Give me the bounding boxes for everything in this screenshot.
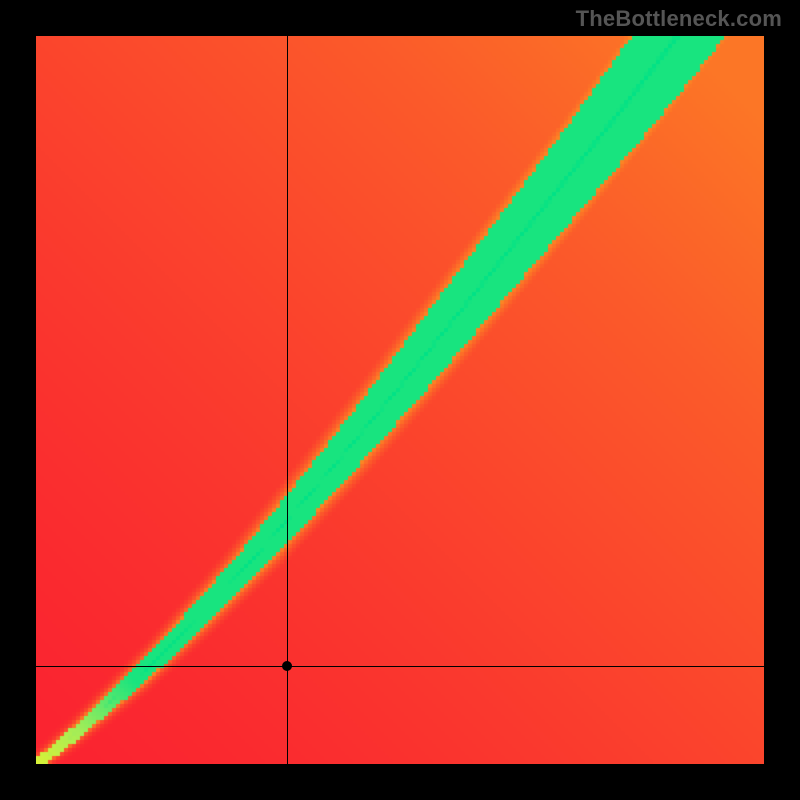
watermark-text: TheBottleneck.com — [576, 6, 782, 32]
selection-marker — [282, 661, 292, 671]
heatmap-canvas — [36, 36, 764, 764]
crosshair-vertical — [287, 36, 288, 764]
crosshair-horizontal — [36, 666, 764, 667]
bottleneck-heatmap — [36, 36, 764, 764]
